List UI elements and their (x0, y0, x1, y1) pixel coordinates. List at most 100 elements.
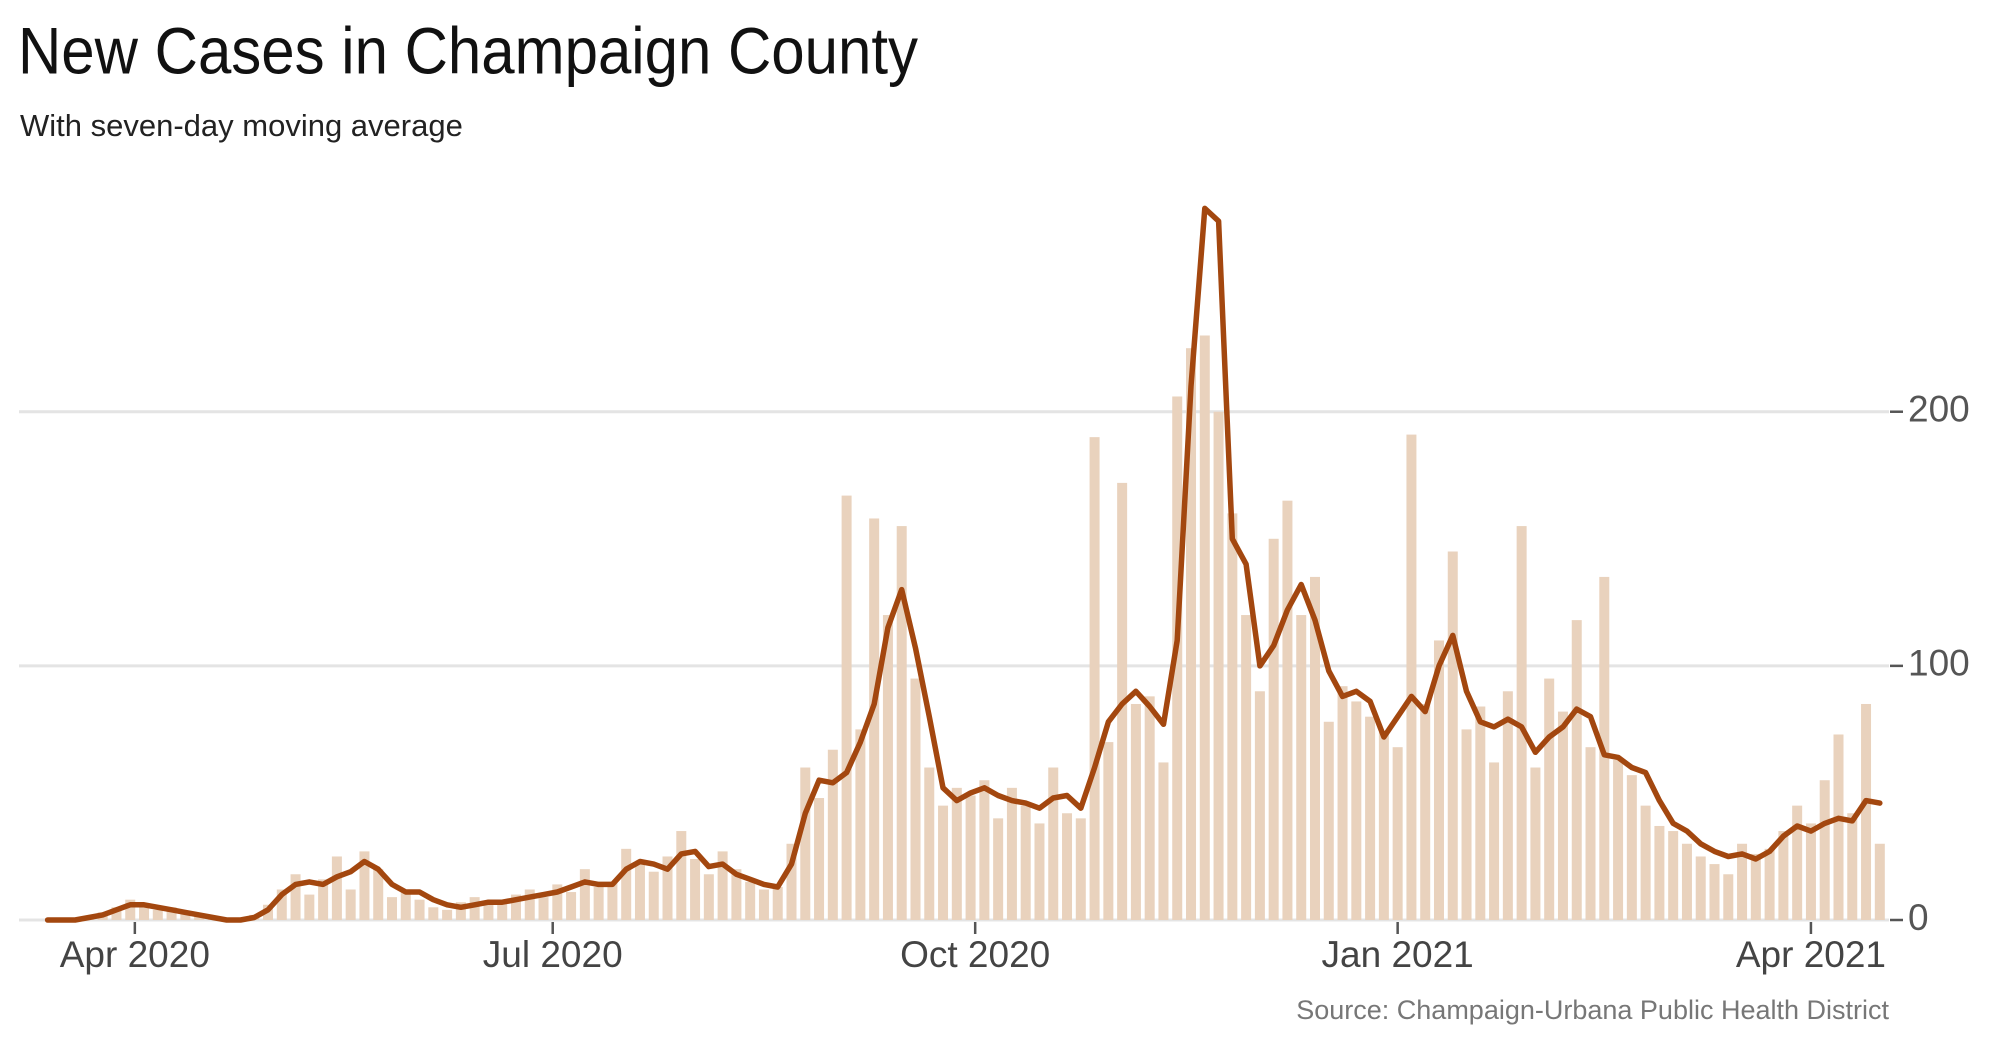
bar (1365, 716, 1376, 920)
bar (469, 897, 480, 920)
bar (566, 892, 577, 920)
bar (414, 899, 425, 920)
bar (1309, 576, 1320, 920)
bar (125, 899, 136, 920)
bar (993, 818, 1004, 920)
bar (1227, 513, 1238, 920)
bar (1681, 843, 1692, 920)
bar (731, 869, 742, 920)
bar (1461, 729, 1472, 920)
bar (786, 843, 797, 920)
bar (1613, 759, 1624, 920)
moving-average-line (44, 205, 1883, 923)
bar (152, 909, 163, 920)
bar (524, 889, 535, 920)
plot-area (44, 205, 1885, 923)
bar (510, 894, 521, 920)
bar (1489, 762, 1500, 920)
bar (1034, 823, 1045, 920)
bar (359, 851, 370, 920)
bar (1668, 831, 1679, 920)
y-tick-label: 0 (1908, 897, 1929, 938)
bar (1792, 805, 1803, 920)
bar (139, 904, 150, 920)
bar (1475, 706, 1486, 920)
bar (111, 907, 122, 920)
x-tick-label: Apr 2021 (1736, 934, 1886, 975)
bar (717, 851, 728, 920)
bar (938, 805, 949, 920)
bar (800, 767, 811, 920)
x-tick-label: Apr 2020 (60, 934, 210, 975)
bar (1213, 411, 1224, 920)
bar (1420, 703, 1431, 920)
bar (318, 879, 329, 920)
bar (345, 889, 356, 920)
bar (662, 856, 673, 920)
source-note: Source: Champaign-Urbana Public Health D… (1296, 995, 1889, 1025)
bar (882, 615, 893, 920)
chart-subtitle: With seven-day moving average (20, 108, 463, 143)
bar (1847, 813, 1858, 920)
bar (1819, 780, 1830, 920)
bar (1723, 874, 1734, 920)
bar (1861, 703, 1872, 920)
bar (1833, 734, 1844, 920)
bar (1557, 711, 1568, 920)
y-tick-label: 200 (1908, 389, 1970, 430)
bar (1447, 551, 1458, 920)
bar (1874, 843, 1885, 920)
bar (1750, 853, 1761, 920)
bar (690, 859, 701, 920)
bar (1695, 856, 1706, 920)
bar (1103, 742, 1114, 920)
chart-title: New Cases in Champaign County (18, 13, 918, 87)
bar (1709, 864, 1720, 920)
bar (442, 909, 453, 920)
bar (1351, 701, 1362, 920)
bar (1020, 805, 1031, 920)
bar (758, 889, 769, 920)
bar (965, 795, 976, 920)
bar (1186, 348, 1197, 920)
bar (1571, 620, 1582, 920)
bar (1433, 640, 1444, 920)
bar (1296, 615, 1307, 920)
bar (1805, 823, 1816, 920)
bar (1048, 767, 1059, 920)
bar (1144, 696, 1155, 920)
bar (1544, 678, 1555, 920)
bar (979, 780, 990, 920)
bar (1640, 805, 1651, 920)
bar (1585, 747, 1596, 920)
bar (855, 729, 866, 920)
bar (1282, 500, 1293, 920)
bar (1764, 848, 1775, 920)
bar (1075, 818, 1086, 920)
bar (497, 899, 508, 920)
bar (1654, 825, 1665, 920)
bar (386, 897, 397, 920)
bar (1158, 762, 1169, 920)
bar (180, 912, 191, 920)
bar (745, 881, 756, 920)
bar (400, 889, 411, 920)
bar (166, 907, 177, 920)
bar (621, 848, 632, 920)
bar (1392, 747, 1403, 920)
bar (1254, 691, 1265, 920)
bar (276, 889, 287, 920)
bar (869, 518, 880, 920)
bar (552, 884, 563, 920)
bar (827, 749, 838, 920)
bar (1406, 434, 1417, 920)
bar (579, 869, 590, 920)
bar (483, 904, 494, 920)
bar (772, 886, 783, 920)
bar (1006, 787, 1017, 920)
bar (841, 495, 852, 920)
bar (1241, 615, 1252, 920)
bar (304, 894, 315, 920)
